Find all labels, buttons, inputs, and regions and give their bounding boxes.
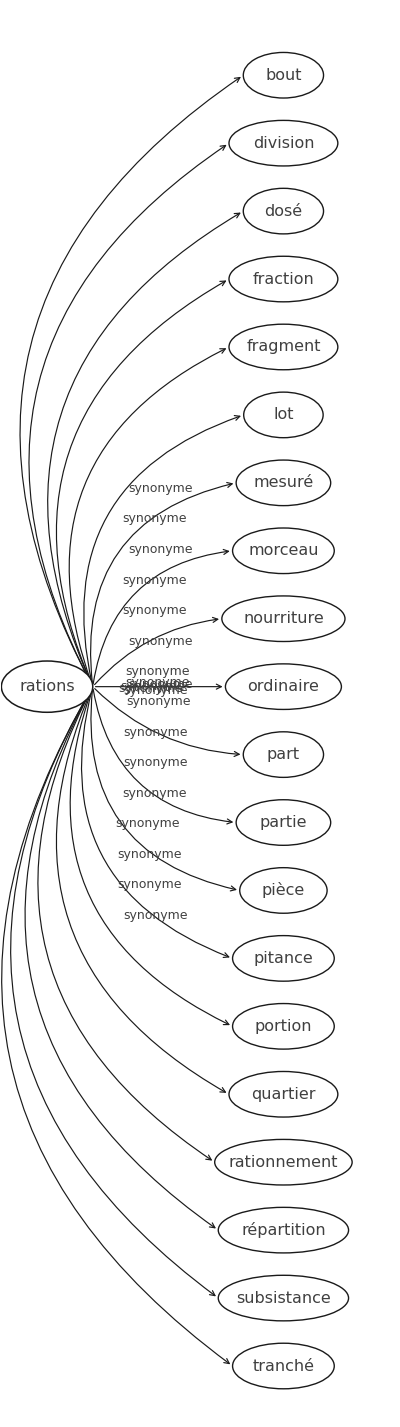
Text: pitance: pitance [254,950,313,966]
Text: division: division [253,136,314,151]
Text: lot: lot [273,408,294,422]
Text: synonyme: synonyme [125,676,190,689]
Ellipse shape [243,188,324,234]
Text: synonyme: synonyme [124,725,188,739]
Ellipse shape [229,257,338,303]
Text: mesuré: mesuré [253,475,314,491]
Text: nourriture: nourriture [243,611,324,626]
Text: synonyme: synonyme [122,512,186,525]
Ellipse shape [218,1276,348,1321]
Text: synonyme: synonyme [117,879,182,892]
Ellipse shape [222,596,345,642]
Text: synonyme: synonyme [127,695,191,708]
Ellipse shape [1,661,93,712]
Text: synonyme: synonyme [124,756,188,769]
Ellipse shape [229,1072,338,1117]
Text: répartition: répartition [241,1222,326,1239]
Text: rations: rations [19,679,75,694]
Text: synonyme: synonyme [128,544,193,557]
Text: bout: bout [265,67,302,83]
Ellipse shape [229,120,338,166]
Text: synonyme: synonyme [122,604,186,618]
Ellipse shape [232,936,334,982]
Text: subsistance: subsistance [236,1290,331,1306]
Text: quartier: quartier [251,1087,316,1102]
Text: rationnement: rationnement [229,1154,338,1170]
Text: tranché: tranché [252,1359,314,1374]
Text: fraction: fraction [252,271,314,287]
Text: synonyme: synonyme [117,848,182,860]
Text: synonyme: synonyme [122,574,186,586]
Text: dosé: dosé [264,204,302,218]
Text: partie: partie [260,815,307,831]
Ellipse shape [236,799,331,845]
Text: part: part [267,748,300,762]
Text: synonyme: synonyme [128,482,193,495]
Text: fragment: fragment [246,340,321,354]
Text: morceau: morceau [248,544,319,558]
Text: synonyme: synonyme [125,665,190,678]
Text: ordinaire: ordinaire [248,679,319,694]
Ellipse shape [232,1003,334,1049]
Ellipse shape [243,53,324,98]
Ellipse shape [229,324,338,370]
Text: synonyme: synonyme [118,682,183,695]
Ellipse shape [236,459,331,505]
Text: portion: portion [255,1019,312,1033]
Text: synonyme: synonyme [115,818,180,831]
Text: synonyme: synonyme [124,684,188,698]
Text: synonyme: synonyme [128,678,193,691]
Ellipse shape [243,732,324,778]
Text: synonyme: synonyme [124,909,188,922]
Text: synonyme: synonyme [120,681,185,694]
Ellipse shape [240,868,327,913]
Ellipse shape [215,1139,352,1184]
Text: pièce: pièce [262,882,305,899]
Text: synonyme: synonyme [122,786,186,799]
Ellipse shape [232,528,334,574]
Ellipse shape [232,1343,334,1388]
Ellipse shape [218,1207,348,1253]
Text: synonyme: synonyme [128,635,193,648]
Ellipse shape [226,664,342,709]
Ellipse shape [244,392,323,438]
